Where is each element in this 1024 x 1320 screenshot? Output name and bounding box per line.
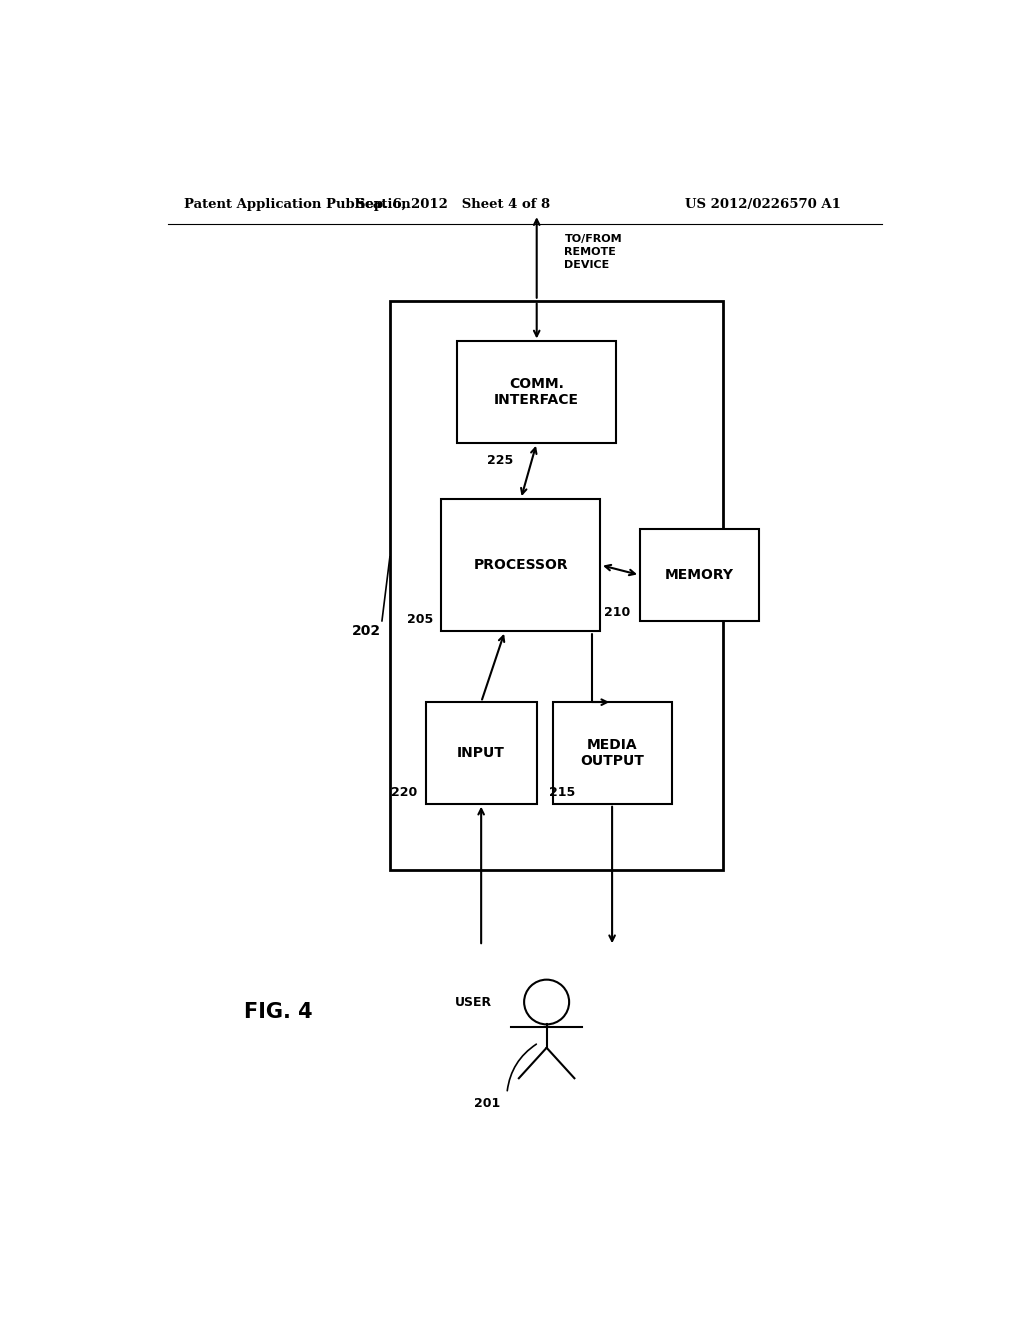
Text: MEDIA
OUTPUT: MEDIA OUTPUT [581,738,644,768]
Text: 220: 220 [391,785,418,799]
Text: 201: 201 [474,1097,501,1110]
Text: US 2012/0226570 A1: US 2012/0226570 A1 [685,198,841,211]
Bar [458,342,616,444]
Bar [426,702,537,804]
Text: 210: 210 [604,606,631,619]
Ellipse shape [524,979,569,1024]
Bar [441,499,600,631]
Text: 205: 205 [408,612,433,626]
Bar [390,301,723,870]
Text: MEMORY: MEMORY [665,568,734,582]
Text: PROCESSOR: PROCESSOR [473,558,568,572]
Text: INPUT: INPUT [457,746,505,760]
Text: FIG. 4: FIG. 4 [245,1002,313,1022]
Text: Sep. 6, 2012   Sheet 4 of 8: Sep. 6, 2012 Sheet 4 of 8 [356,198,551,211]
Text: COMM.
INTERFACE: COMM. INTERFACE [495,378,580,408]
Text: 225: 225 [486,454,513,467]
Text: 215: 215 [549,785,574,799]
Text: Patent Application Publication: Patent Application Publication [183,198,411,211]
Text: 202: 202 [351,624,381,638]
Bar [640,529,759,620]
Text: TO/FROM
REMOTE
DEVICE: TO/FROM REMOTE DEVICE [564,234,623,271]
Bar [553,702,672,804]
Text: USER: USER [456,995,493,1008]
